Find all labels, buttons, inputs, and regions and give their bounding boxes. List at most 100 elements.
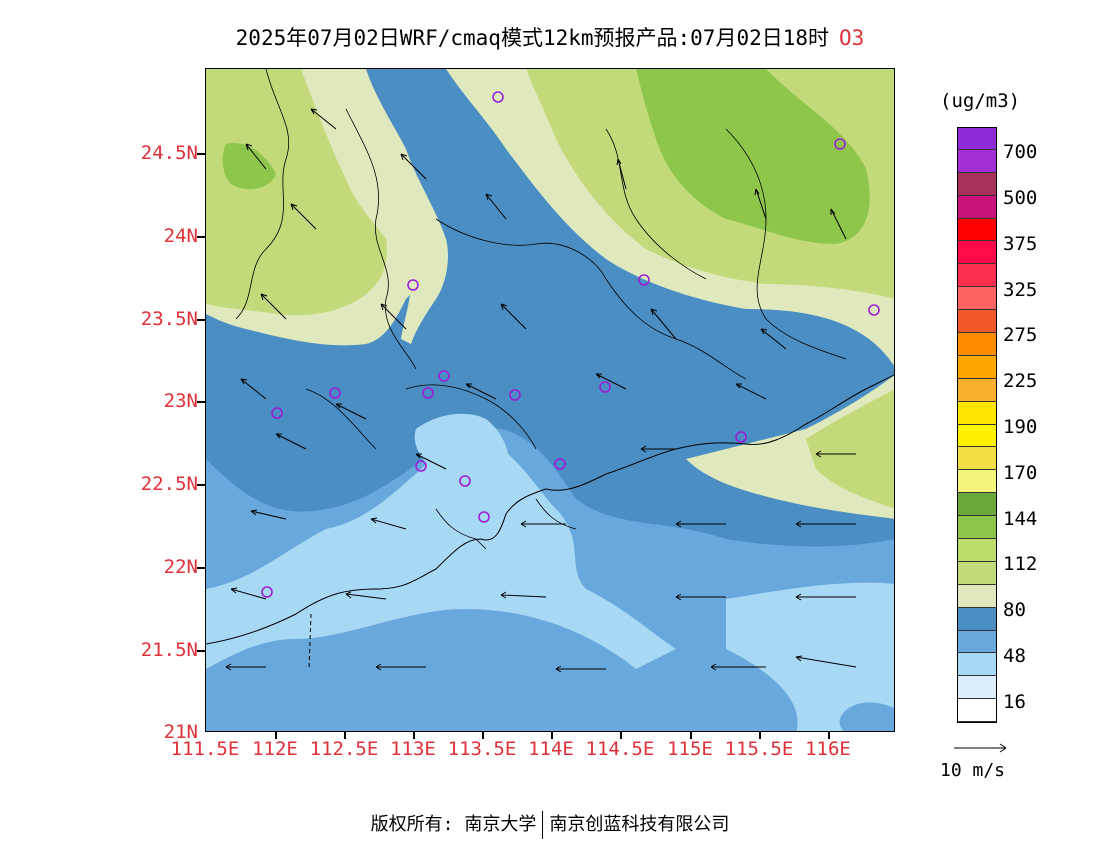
zone-central-pale (301, 69, 448, 344)
colorbar-segment (957, 584, 997, 608)
zone-central-lightblue (414, 413, 510, 494)
station-marker (407, 279, 419, 291)
lat-label: 23.5N (140, 308, 198, 330)
legend-level: 48 (1003, 645, 1026, 667)
colorbar-segment (957, 493, 997, 517)
lon-label: 111.5E (170, 738, 240, 760)
zone-west-144-plus (222, 143, 276, 190)
lat-tick (197, 153, 205, 155)
station-marker (478, 511, 490, 523)
title-main: 2025年07月02日WRF/cmaq模式12km预报产品:07月02日18时 (235, 26, 830, 50)
legend-unit: (ug/m3) (940, 90, 1021, 112)
lat-tick (197, 401, 205, 403)
map-canvas (206, 69, 894, 731)
legend-level: 190 (1003, 416, 1038, 438)
colorbar (957, 127, 997, 723)
lat-label: 21.5N (140, 639, 198, 661)
station-marker (438, 370, 450, 382)
colorbar-segment (957, 127, 997, 150)
chart-title: 2025年07月02日WRF/cmaq模式12km预报产品:07月02日18时 O… (0, 22, 1100, 52)
zone-west-112-144 (206, 69, 387, 316)
lon-tick (275, 732, 277, 739)
lon-tick (482, 732, 484, 739)
colorbar-segment (957, 447, 997, 471)
colorbar-segment (957, 539, 997, 562)
colorbar-segment (957, 470, 997, 494)
lat-label: 21N (163, 721, 198, 743)
legend-level: 16 (1003, 691, 1026, 713)
station-marker (868, 304, 880, 316)
zone-ne-144-170 (636, 69, 870, 244)
colorbar-segment (957, 149, 997, 173)
coastline (206, 374, 894, 645)
lat-tick (197, 236, 205, 238)
station-marker (735, 431, 747, 443)
lat-tick (197, 484, 205, 486)
station-marker (599, 381, 611, 393)
colorbar-segment (957, 287, 997, 311)
lon-tick (413, 732, 415, 739)
lat-tick (197, 650, 205, 652)
legend-level: 112 (1003, 553, 1038, 575)
lat-label: 24N (163, 225, 198, 247)
lon-label: 113.5E (447, 738, 517, 760)
colorbar-segment (957, 241, 997, 265)
colorbar-segment (957, 378, 997, 402)
estuary-lines (435, 498, 577, 550)
zone-se-lightblue (726, 582, 894, 731)
colorbar-segment (957, 653, 997, 677)
station-marker (638, 274, 650, 286)
wind-reference-arrow (954, 743, 1007, 753)
zone-coast-lightblue (206, 435, 676, 669)
admin-boundaries (235, 69, 847, 450)
lon-label: 114E (528, 738, 574, 760)
legend-level: 375 (1003, 233, 1038, 255)
lon-label: 115.5E (724, 738, 794, 760)
station-markers (261, 91, 880, 598)
legend-level: 170 (1003, 462, 1038, 484)
lon-label: 112E (252, 738, 298, 760)
lat-label: 22N (163, 556, 198, 578)
colorbar-frame (957, 127, 997, 723)
maritime-boundary (308, 613, 312, 670)
station-marker (261, 586, 273, 598)
station-marker (492, 91, 504, 103)
lat-label: 22.5N (140, 473, 198, 495)
footer-separator (542, 811, 544, 839)
station-marker (554, 458, 566, 470)
copyright-text: 版权所有: 南京大学 (370, 814, 537, 835)
colorbar-segment (957, 218, 997, 242)
colorbar-segment (957, 333, 997, 356)
station-marker (834, 138, 846, 150)
colorbar-segment (957, 264, 997, 288)
colorbar-segment (957, 310, 997, 334)
lon-tick (344, 732, 346, 739)
colorbar-segment (957, 401, 997, 425)
station-marker (329, 387, 341, 399)
lat-label: 24.5N (140, 142, 198, 164)
lon-tick (690, 732, 692, 739)
colorbar-segment (957, 676, 997, 700)
lat-tick (197, 319, 205, 321)
footer: 版权所有: 南京大学 南京创蓝科技有限公司 (0, 810, 1100, 839)
colorbar-segment (957, 699, 997, 723)
lon-label: 114.5E (585, 738, 655, 760)
lat-tick (197, 567, 205, 569)
wind-vectors (225, 108, 857, 673)
legend-level: 225 (1003, 370, 1038, 392)
colorbar-segment (957, 424, 997, 448)
colorbar-segment (957, 172, 997, 196)
lon-label: 116E (805, 738, 851, 760)
station-marker (509, 389, 521, 401)
lon-label: 115E (667, 738, 713, 760)
colorbar-segment (957, 516, 997, 540)
station-marker (422, 387, 434, 399)
station-marker (271, 407, 283, 419)
lon-tick (828, 732, 830, 739)
wind-reference-label: 10 m/s (940, 760, 1006, 781)
station-marker (415, 460, 427, 472)
colorbar-segment (957, 607, 997, 631)
zone-east-112-144 (806, 390, 894, 509)
legend-level: 275 (1003, 324, 1038, 346)
legend-level: 700 (1003, 141, 1038, 163)
